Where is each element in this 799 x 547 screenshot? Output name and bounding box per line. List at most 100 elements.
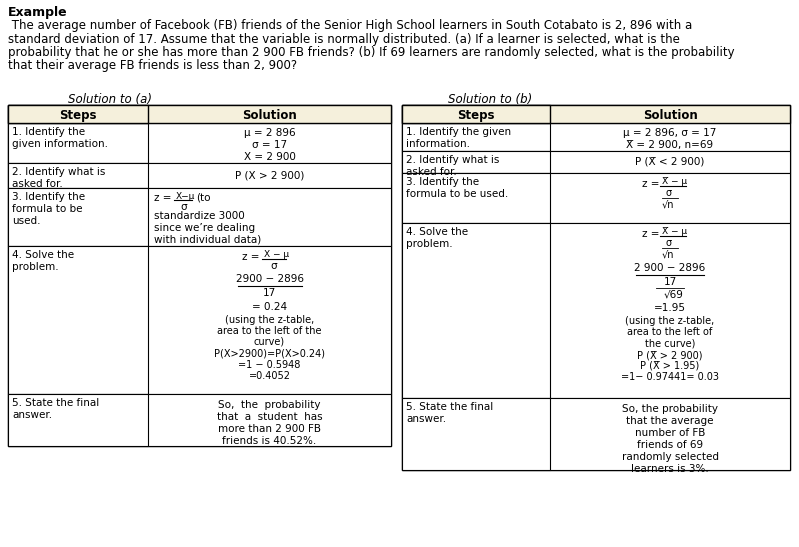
Text: probability that he or she has more than 2 900 FB friends? (b) If 69 learners ar: probability that he or she has more than… xyxy=(8,46,734,59)
Text: P (X̅ > 2 900): P (X̅ > 2 900) xyxy=(638,350,703,360)
Text: area to the left of the: area to the left of the xyxy=(217,326,322,336)
Text: X−μ: X−μ xyxy=(176,192,196,201)
Text: = 0.24: = 0.24 xyxy=(252,302,287,312)
Text: P (X̅ < 2 900): P (X̅ < 2 900) xyxy=(635,156,705,166)
Text: asked for.: asked for. xyxy=(12,179,63,189)
Bar xyxy=(8,123,148,163)
Text: information.: information. xyxy=(406,139,470,149)
Bar xyxy=(402,105,550,123)
Text: with individual data): with individual data) xyxy=(154,235,261,245)
Bar xyxy=(8,394,391,446)
Text: X̅ = 2 900, n=69: X̅ = 2 900, n=69 xyxy=(626,140,714,150)
Bar xyxy=(8,105,391,123)
Text: Steps: Steps xyxy=(457,109,495,122)
Bar xyxy=(8,394,148,446)
Text: area to the left of: area to the left of xyxy=(627,327,713,337)
Bar xyxy=(402,123,790,151)
Text: standardize 3000: standardize 3000 xyxy=(154,211,244,221)
Bar xyxy=(402,223,550,398)
Text: P (X̅ > 1.95): P (X̅ > 1.95) xyxy=(640,361,700,371)
Bar xyxy=(402,151,550,173)
Text: 2900 − 2896: 2900 − 2896 xyxy=(236,274,304,284)
Text: (using the z-table,: (using the z-table, xyxy=(626,316,714,326)
Text: =1− 0.97441= 0.03: =1− 0.97441= 0.03 xyxy=(621,372,719,382)
Text: 17: 17 xyxy=(663,277,677,287)
Bar xyxy=(8,246,391,394)
Bar xyxy=(8,105,391,446)
Text: The average number of Facebook (FB) friends of the Senior High School learners i: The average number of Facebook (FB) frie… xyxy=(8,19,692,32)
Text: So,  the  probability: So, the probability xyxy=(218,400,320,410)
Text: So, the probability: So, the probability xyxy=(622,404,718,414)
Text: z =: z = xyxy=(642,229,662,239)
Text: √n: √n xyxy=(662,200,674,210)
Text: curve): curve) xyxy=(254,337,285,347)
Text: 5. State the final: 5. State the final xyxy=(12,398,99,408)
Text: Steps: Steps xyxy=(59,109,97,122)
Text: (to: (to xyxy=(196,193,210,203)
Text: σ = 17: σ = 17 xyxy=(252,140,287,150)
Text: X = 2 900: X = 2 900 xyxy=(244,152,296,162)
Bar xyxy=(8,163,391,188)
Text: asked for.: asked for. xyxy=(406,167,457,177)
Text: standard deviation of 17. Assume that the variable is normally distributed. (a) : standard deviation of 17. Assume that th… xyxy=(8,32,680,45)
Text: z =: z = xyxy=(241,252,262,262)
Text: 3. Identify the: 3. Identify the xyxy=(406,177,479,187)
Text: 4. Solve the: 4. Solve the xyxy=(12,250,74,260)
Text: 17: 17 xyxy=(263,288,276,298)
Text: z =: z = xyxy=(642,179,662,189)
Text: σ: σ xyxy=(180,202,187,212)
Bar xyxy=(402,105,790,123)
Text: since we’re dealing: since we’re dealing xyxy=(154,223,255,233)
Text: 4. Solve the: 4. Solve the xyxy=(406,227,468,237)
Text: μ = 2 896, σ = 17: μ = 2 896, σ = 17 xyxy=(623,128,717,138)
Text: 1. Identify the: 1. Identify the xyxy=(12,127,85,137)
Text: friends is 40.52%.: friends is 40.52%. xyxy=(222,436,316,446)
Text: =1.95: =1.95 xyxy=(654,303,686,313)
Text: friends of 69: friends of 69 xyxy=(637,440,703,450)
Bar xyxy=(8,188,391,246)
Text: answer.: answer. xyxy=(406,414,446,424)
Bar xyxy=(402,223,790,398)
Text: 2. Identify what is: 2. Identify what is xyxy=(406,155,499,165)
Bar xyxy=(402,105,790,470)
Text: used.: used. xyxy=(12,216,41,226)
Text: σ: σ xyxy=(271,261,277,271)
Bar xyxy=(8,123,391,163)
Text: answer.: answer. xyxy=(12,410,52,420)
Bar xyxy=(402,398,790,470)
Bar xyxy=(402,173,790,223)
Text: 1. Identify the given: 1. Identify the given xyxy=(406,127,511,137)
Text: problem.: problem. xyxy=(12,262,58,272)
Text: z =: z = xyxy=(154,193,175,203)
Text: given information.: given information. xyxy=(12,139,108,149)
Text: =1 − 0.5948: =1 − 0.5948 xyxy=(238,360,300,370)
Text: number of FB: number of FB xyxy=(635,428,706,438)
Text: μ = 2 896: μ = 2 896 xyxy=(244,128,296,138)
Text: Example: Example xyxy=(8,6,68,19)
Text: 2 900 − 2896: 2 900 − 2896 xyxy=(634,263,706,273)
Bar xyxy=(402,173,550,223)
Text: Solution to (b): Solution to (b) xyxy=(448,93,532,106)
Text: formula to be: formula to be xyxy=(12,204,82,214)
Text: 5. State the final: 5. State the final xyxy=(406,402,493,412)
Text: σ: σ xyxy=(665,188,671,198)
Text: P(X>2900)=P(X>0.24): P(X>2900)=P(X>0.24) xyxy=(214,349,325,359)
Bar xyxy=(402,398,550,470)
Bar xyxy=(8,105,148,123)
Text: learners is 3%.: learners is 3%. xyxy=(631,464,709,474)
Text: the curve): the curve) xyxy=(645,338,695,348)
Text: more than 2 900 FB: more than 2 900 FB xyxy=(218,424,321,434)
Text: Solution: Solution xyxy=(242,109,297,122)
Text: that the average: that the average xyxy=(626,416,714,426)
Text: Solution to (a): Solution to (a) xyxy=(68,93,152,106)
Bar xyxy=(8,188,148,246)
Bar xyxy=(8,246,148,394)
Text: 3. Identify the: 3. Identify the xyxy=(12,192,85,202)
Text: problem.: problem. xyxy=(406,239,452,249)
Text: X − μ: X − μ xyxy=(264,250,288,259)
Text: √n: √n xyxy=(662,250,674,260)
Text: X̅ − μ: X̅ − μ xyxy=(662,177,687,186)
Text: randomly selected: randomly selected xyxy=(622,452,718,462)
Text: 2. Identify what is: 2. Identify what is xyxy=(12,167,105,177)
Text: Solution: Solution xyxy=(642,109,698,122)
